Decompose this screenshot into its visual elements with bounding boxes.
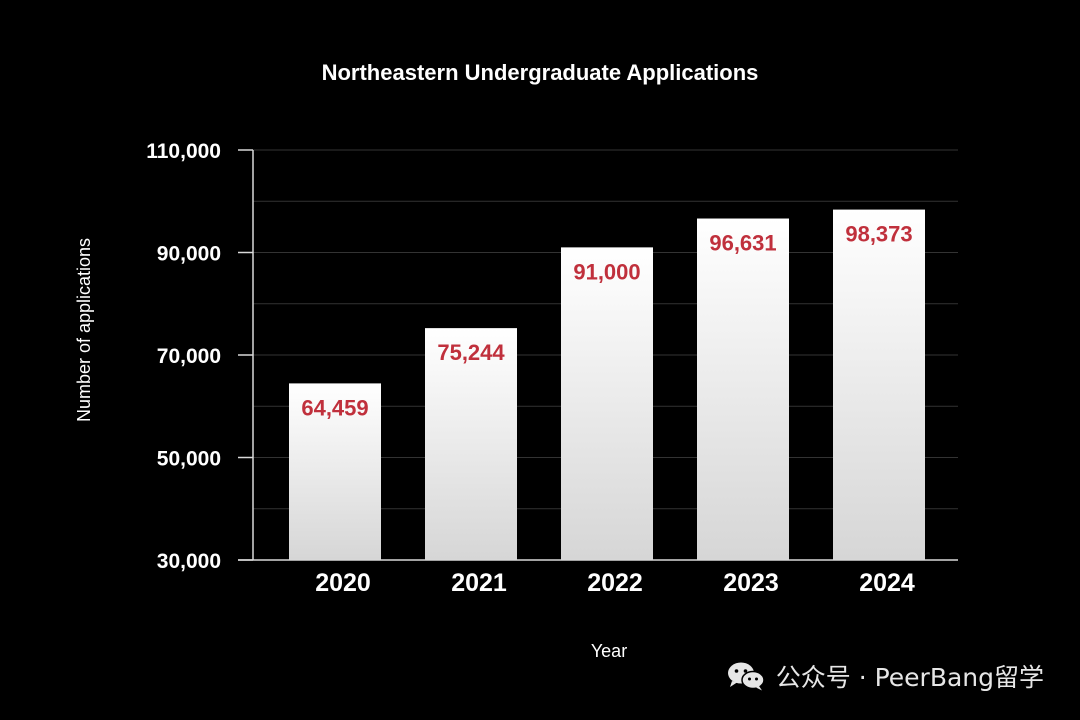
x-tick-label: 2020 bbox=[315, 569, 371, 597]
x-axis-title: Year bbox=[591, 641, 627, 661]
chart-title: Northeastern Undergraduate Applications bbox=[322, 60, 759, 85]
y-axis-ticks: 30,000 50,000 70,000 90,000 110,000 bbox=[146, 140, 253, 573]
bar-2021 bbox=[425, 328, 517, 560]
bar-2022 bbox=[561, 247, 653, 560]
y-tick-label: 30,000 bbox=[157, 550, 221, 573]
bar-value-label: 96,631 bbox=[709, 231, 776, 256]
x-tick-label: 2023 bbox=[723, 569, 779, 597]
x-tick-label: 2022 bbox=[587, 569, 643, 597]
bar-value-labels: 64,459 75,244 91,000 96,631 98,373 bbox=[301, 222, 912, 421]
y-tick-label: 50,000 bbox=[157, 448, 221, 471]
x-tick-label: 2024 bbox=[859, 569, 915, 597]
watermark: 公众号 · PeerBang留学 bbox=[726, 658, 1044, 694]
bar-2024 bbox=[833, 209, 925, 560]
bar-value-label: 64,459 bbox=[301, 395, 368, 420]
bar-value-label: 91,000 bbox=[573, 259, 640, 284]
bars bbox=[289, 209, 925, 561]
x-axis-ticks: 2020 2021 2022 2023 2024 bbox=[315, 569, 915, 597]
y-tick-label: 90,000 bbox=[157, 243, 221, 266]
bar-2023 bbox=[697, 218, 789, 561]
bar-2020 bbox=[289, 383, 381, 560]
y-tick-label: 110,000 bbox=[146, 140, 221, 163]
wechat-icon bbox=[727, 662, 765, 691]
x-tick-label: 2021 bbox=[451, 569, 507, 597]
bar-value-label: 75,244 bbox=[437, 340, 505, 365]
bar-value-label: 98,373 bbox=[845, 222, 912, 247]
y-axis-title: Number of applications bbox=[74, 238, 94, 422]
watermark-text: 公众号 · PeerBang留学 bbox=[775, 663, 1044, 692]
y-tick-label: 70,000 bbox=[157, 345, 221, 368]
